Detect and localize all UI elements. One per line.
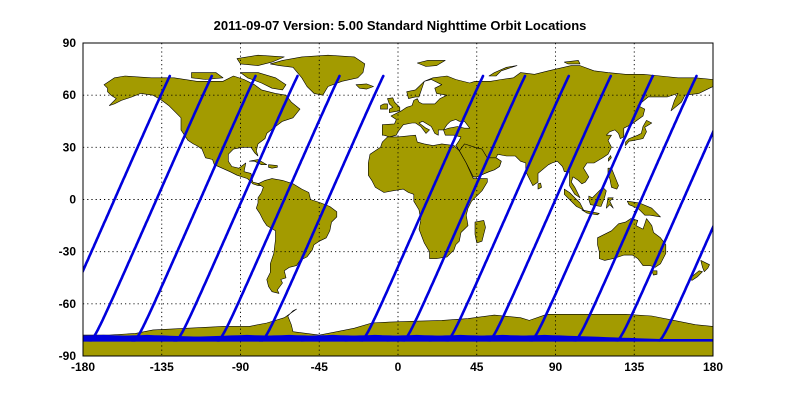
y-tick-label: 30 xyxy=(63,140,77,154)
sri-lanka-island xyxy=(537,182,542,190)
sulawesi-island xyxy=(605,197,614,209)
madagascar-island xyxy=(474,220,486,244)
novaya-zemlya-island xyxy=(488,65,518,77)
ellesmere-island xyxy=(236,54,285,66)
plot-frame xyxy=(82,42,714,357)
y-tick-label: 90 xyxy=(63,36,77,50)
arabian-peninsula xyxy=(458,143,502,178)
orbit-track xyxy=(403,74,527,342)
severnaya-zemlya-islands xyxy=(563,60,581,65)
y-tick-label: -90 xyxy=(59,349,77,363)
north-america-landmass xyxy=(103,75,301,186)
y-tick-label: 0 xyxy=(69,193,76,207)
landmasses xyxy=(83,54,713,356)
baffin-island xyxy=(240,72,287,91)
x-tick-label: 90 xyxy=(549,360,563,374)
australia-landmass xyxy=(597,218,667,268)
svalbard-islands xyxy=(416,60,446,67)
y-tick-label: 60 xyxy=(63,88,77,102)
new-zealand-north xyxy=(700,260,710,273)
south-america-landmass xyxy=(255,178,338,294)
x-tick-label: 0 xyxy=(395,360,402,374)
orbit-track xyxy=(530,74,655,342)
orbit-track xyxy=(83,74,172,274)
orbit-track-southern-segment xyxy=(343,334,578,342)
orbit-track xyxy=(89,74,214,342)
iceland-island xyxy=(355,83,374,90)
orbit-track xyxy=(175,74,299,342)
orbit-track-southern-segment xyxy=(0,336,49,340)
new-guinea-island xyxy=(626,200,661,218)
orbit-track xyxy=(658,223,713,342)
orbit-track xyxy=(261,74,385,342)
greenland-landmass xyxy=(269,54,366,96)
great-britain-island xyxy=(387,97,401,113)
x-tick-label: -135 xyxy=(150,360,174,374)
tasmania-island xyxy=(651,270,658,276)
y-tick-label: -60 xyxy=(59,297,77,311)
orbit-track-southern-segment xyxy=(83,338,93,342)
x-tick-label: 45 xyxy=(470,360,484,374)
y-tick-label: -30 xyxy=(59,245,77,259)
orbit-track xyxy=(488,74,613,342)
japan-islands xyxy=(625,120,653,146)
eurasia-landmass xyxy=(381,65,713,199)
orbit-track-southern-segment xyxy=(427,334,662,342)
y-axis-ticks: 90 60 30 0 -30 -60 -90 xyxy=(59,36,77,363)
x-tick-label: 135 xyxy=(624,360,644,374)
x-tick-label: -45 xyxy=(311,360,329,374)
orbit-track xyxy=(574,74,698,342)
orbit-tracks xyxy=(0,74,713,342)
victoria-island xyxy=(191,72,224,80)
hispaniola-island xyxy=(268,164,278,169)
sumatra-island xyxy=(563,188,584,211)
orbit-track xyxy=(133,74,257,342)
orbit-track-southern-segment xyxy=(385,334,620,342)
orbit-track xyxy=(446,74,571,342)
x-axis-ticks: -180 -135 -90 -45 0 45 90 135 180 xyxy=(71,360,723,374)
taiwan-island xyxy=(608,155,612,162)
ireland-island xyxy=(380,103,388,110)
x-tick-label: -180 xyxy=(71,360,95,374)
x-tick-label: 180 xyxy=(703,360,723,374)
x-tick-label: -90 xyxy=(232,360,250,374)
orbit-track xyxy=(361,74,485,342)
orbit-track xyxy=(217,74,341,342)
orbit-track xyxy=(616,128,713,342)
chart-title: 2011-09-07 Version: 5.00 Standard Nightt… xyxy=(214,18,587,33)
